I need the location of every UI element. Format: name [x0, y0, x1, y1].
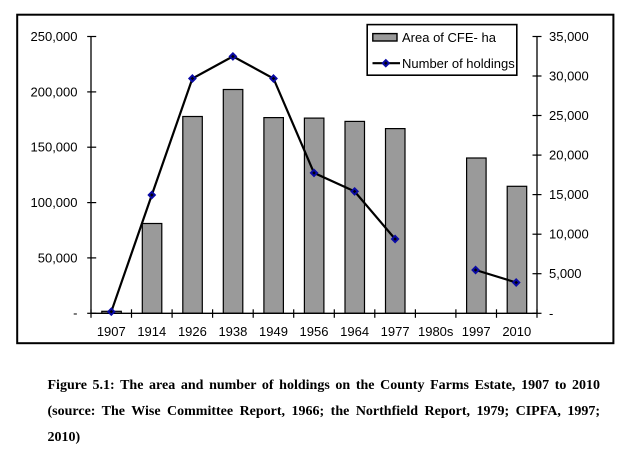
- svg-text:1956: 1956: [300, 324, 329, 339]
- svg-text:100,000: 100,000: [31, 195, 78, 210]
- svg-text:2010: 2010: [502, 324, 531, 339]
- svg-text:-: -: [549, 306, 553, 321]
- svg-text:35,000: 35,000: [549, 29, 589, 44]
- svg-text:5,000: 5,000: [549, 266, 582, 281]
- svg-text:25,000: 25,000: [549, 108, 589, 123]
- svg-text:50,000: 50,000: [38, 250, 78, 265]
- svg-text:1938: 1938: [218, 324, 247, 339]
- svg-text:10,000: 10,000: [549, 227, 589, 242]
- svg-text:1926: 1926: [178, 324, 207, 339]
- svg-text:1949: 1949: [259, 324, 288, 339]
- svg-text:150,000: 150,000: [31, 140, 78, 155]
- svg-text:1914: 1914: [137, 324, 166, 339]
- svg-text:1977: 1977: [381, 324, 410, 339]
- svg-text:30,000: 30,000: [549, 69, 589, 84]
- svg-text:200,000: 200,000: [31, 84, 78, 99]
- svg-text:1964: 1964: [340, 324, 369, 339]
- svg-text:1907: 1907: [97, 324, 126, 339]
- svg-text:1980s: 1980s: [418, 324, 454, 339]
- svg-text:Area of CFE- ha: Area of CFE- ha: [402, 30, 497, 45]
- svg-text:15,000: 15,000: [549, 187, 589, 202]
- svg-text:Number of holdings: Number of holdings: [402, 56, 515, 71]
- svg-text:250,000: 250,000: [31, 29, 78, 44]
- svg-text:1997: 1997: [462, 324, 491, 339]
- svg-text:20,000: 20,000: [549, 148, 589, 163]
- svg-text:-: -: [73, 306, 77, 321]
